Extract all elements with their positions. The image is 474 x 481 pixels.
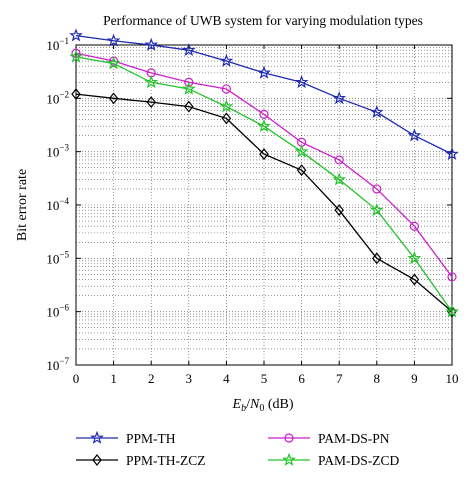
data-point-ppm-th-zcz [372, 252, 382, 265]
legend-item-ppm-th: PPM-TH [76, 430, 176, 446]
data-point-ppm-th [332, 91, 347, 105]
x-axis-label: Eb/N0 (dB) [232, 397, 294, 414]
data-point-pam-ds-zcd [106, 56, 121, 70]
legend-marker [284, 433, 294, 443]
x-tick-label: 6 [298, 371, 305, 386]
x-tick-label: 0 [73, 371, 80, 386]
data-point-pam-ds-zcd [332, 172, 347, 186]
legend: PPM-TH PPM-TH-ZCZ PAM-DS-PN PAM-DS-ZCD [76, 430, 400, 468]
data-point-pam-ds-zcd [445, 304, 459, 318]
y-tick-label: 10−1 [46, 36, 69, 53]
legend-label: PPM-TH-ZCZ [126, 453, 206, 468]
data-point-pam-ds-zcd [257, 118, 271, 133]
data-point-ppm-th-zcz [108, 92, 119, 105]
legend-item-pam-ds-zcd: PAM-DS-ZCD [268, 452, 400, 468]
grid-lines [76, 45, 452, 365]
series-line-ppm-th-zcz [75, 93, 453, 313]
data-point-ppm-th [369, 104, 384, 119]
y-tick-labels: 10−1 10−2 10−3 10−4 10−5 10−6 10−7 [46, 36, 69, 373]
data-point-pam-ds-zcd [219, 99, 234, 113]
data-point-ppm-th [407, 128, 422, 142]
legend-label: PAM-DS-ZCD [318, 453, 400, 468]
data-point-pam-ds-pn [447, 272, 457, 282]
data-point-ppm-th [181, 42, 196, 57]
data-point-ppm-th-zcz [296, 164, 307, 177]
series-line-pam-ds-pn [75, 52, 453, 278]
series-line-pam-ds-zcd [75, 56, 453, 313]
data-point-ppm-th [69, 28, 83, 42]
x-tick-label: 3 [186, 371, 193, 386]
data-point-pam-ds-zcd [294, 144, 309, 158]
data-point-ppm-th-zcz [184, 100, 194, 113]
data-point-ppm-th [219, 53, 234, 67]
legend-item-ppm-th-zcz: PPM-TH-ZCZ [76, 453, 206, 468]
data-point-ppm-th [144, 37, 159, 51]
legend-item-pam-ds-pn: PAM-DS-PN [268, 431, 390, 446]
x-tick-label: 8 [374, 371, 381, 386]
y-tick-label: 10−3 [46, 143, 69, 160]
data-point-ppm-th-zcz [409, 273, 420, 286]
y-tick-label: 10−2 [46, 89, 69, 106]
chart-title: Performance of UWB system for varying mo… [103, 13, 423, 28]
data-point-pam-ds-pn [409, 221, 419, 231]
series-ppm-th [69, 28, 459, 160]
data-point-ppm-th-zcz [71, 88, 81, 101]
axis-ticks [75, 44, 453, 366]
data-series [69, 28, 459, 318]
data-point-ppm-th [294, 75, 309, 89]
data-point-ppm-th [445, 146, 459, 160]
data-point-pam-ds-zcd [407, 251, 422, 265]
data-point-pam-ds-pn [372, 184, 382, 194]
y-tick-label: 10−7 [46, 356, 69, 373]
x-tick-label: 9 [411, 371, 418, 386]
data-point-ppm-th-zcz [259, 148, 269, 161]
series-pam-ds-zcd [69, 49, 459, 318]
data-point-pam-ds-pn [259, 109, 269, 119]
x-tick-label: 5 [261, 371, 268, 386]
data-point-ppm-th [257, 65, 271, 79]
y-tick-label: 10−6 [46, 303, 69, 320]
data-point-pam-ds-zcd [69, 49, 83, 63]
y-tick-label: 10−4 [46, 196, 69, 213]
x-tick-label: 7 [336, 371, 343, 386]
x-tick-labels: 0 1 2 3 4 5 6 7 8 9 10 [73, 371, 459, 386]
y-axis-label: Bit error rate [15, 169, 30, 241]
data-point-ppm-th-zcz [146, 96, 156, 109]
data-point-pam-ds-zcd [369, 202, 384, 217]
data-point-pam-ds-pn [184, 77, 194, 87]
data-point-pam-ds-zcd [181, 81, 196, 95]
x-tick-label: 1 [110, 371, 117, 386]
legend-marker [90, 430, 104, 444]
legend-label: PAM-DS-PN [318, 431, 390, 446]
legend-marker [282, 452, 296, 466]
data-point-ppm-th-zcz [334, 204, 344, 217]
legend-label: PPM-TH [126, 431, 176, 446]
data-point-pam-ds-pn [334, 155, 344, 165]
legend-marker [92, 454, 102, 466]
data-point-pam-ds-pn [221, 84, 231, 94]
data-point-pam-ds-zcd [144, 75, 159, 89]
x-tick-label: 4 [223, 371, 230, 386]
data-point-ppm-th-zcz [221, 112, 232, 125]
x-tick-label: 10 [446, 371, 459, 386]
data-point-ppm-th [106, 33, 121, 47]
x-tick-label: 2 [148, 371, 155, 386]
series-line-ppm-th [75, 34, 453, 155]
y-tick-label: 10−5 [46, 249, 69, 266]
